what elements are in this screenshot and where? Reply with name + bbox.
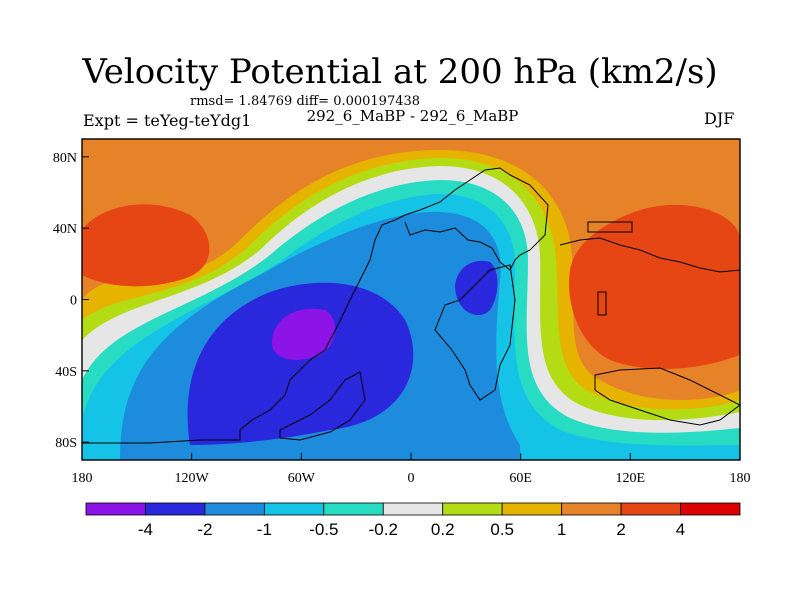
period-label: 292_6_MaBP - 292_6_MaBP (306, 107, 519, 125)
field-band-red-west (82, 204, 210, 287)
colorbar-swatch-2 (204, 502, 265, 516)
y-tick-label: 40S (55, 365, 77, 380)
y-tick-label: 80N (53, 151, 77, 166)
colorbar-label: 1 (557, 520, 566, 539)
colorbar-swatch-1 (145, 502, 206, 516)
coast-asia (559, 237, 740, 273)
colorbar-swatch-5 (382, 502, 444, 516)
coast-americas (82, 167, 549, 444)
colorbar-label: -4 (138, 520, 153, 539)
coastline (82, 167, 740, 444)
coast-box (587, 221, 633, 233)
experiment-label: Expt = teYeg-teYdg1 (83, 111, 252, 130)
contour-field (82, 139, 740, 460)
colorbar-label: -0.2 (369, 520, 398, 539)
y-tick-label: 40N (53, 222, 77, 237)
field-band-purple (271, 308, 336, 360)
coast-australia (594, 367, 740, 426)
field-band-red-east (569, 204, 740, 370)
colorbar-swatch-7 (501, 502, 563, 516)
colorbar-label: -2 (197, 520, 212, 539)
colorbar-swatch-9 (620, 502, 681, 516)
y-tick-label: 80S (55, 436, 77, 451)
coast-south (279, 371, 366, 441)
x-tick-label: 60E (509, 471, 532, 486)
field-band-darkblue-africa (455, 260, 498, 316)
colorbar-label: 0.2 (431, 520, 455, 539)
y-tick-label: 0 (70, 294, 77, 309)
coast-africa (434, 264, 516, 401)
colorbar-swatch-8 (561, 502, 622, 516)
chart-title: Velocity Potential at 200 hPa (km2/s) (82, 52, 718, 92)
x-tick-label: 60W (288, 471, 316, 486)
colorbar-label: 0.5 (490, 520, 514, 539)
coast-island (597, 291, 607, 316)
stats-line: rmsd= 1.84769 diff= 0.000197438 (190, 94, 421, 109)
colorbar: -4 -2 -1 -0.5 -0.2 0.2 0.5 1 2 4 (85, 502, 741, 539)
season-label: DJF (704, 109, 735, 128)
x-tick-label: 180 (730, 471, 751, 486)
x-tick-label: 0 (408, 471, 415, 486)
colorbar-label: -0.5 (309, 520, 338, 539)
colorbar-swatch-10 (680, 502, 741, 516)
y-axis: 80N 40N 0 40S 80S (53, 151, 89, 451)
field-band-darkblue (187, 282, 414, 445)
x-tick-label: 180 (72, 471, 93, 486)
colorbar-swatch-6 (442, 502, 503, 516)
colorbar-label: -1 (257, 520, 272, 539)
x-tick-label: 120W (175, 471, 210, 486)
colorbar-label: 4 (676, 520, 685, 539)
colorbar-swatch-4 (323, 502, 384, 516)
colorbar-swatch-0 (85, 502, 146, 516)
colorbar-label: 2 (616, 520, 625, 539)
x-axis: 180 120W 60W 0 60E 120E 180 (72, 453, 751, 486)
x-tick-label: 120E (616, 471, 646, 486)
colorbar-swatch-3 (263, 502, 325, 516)
